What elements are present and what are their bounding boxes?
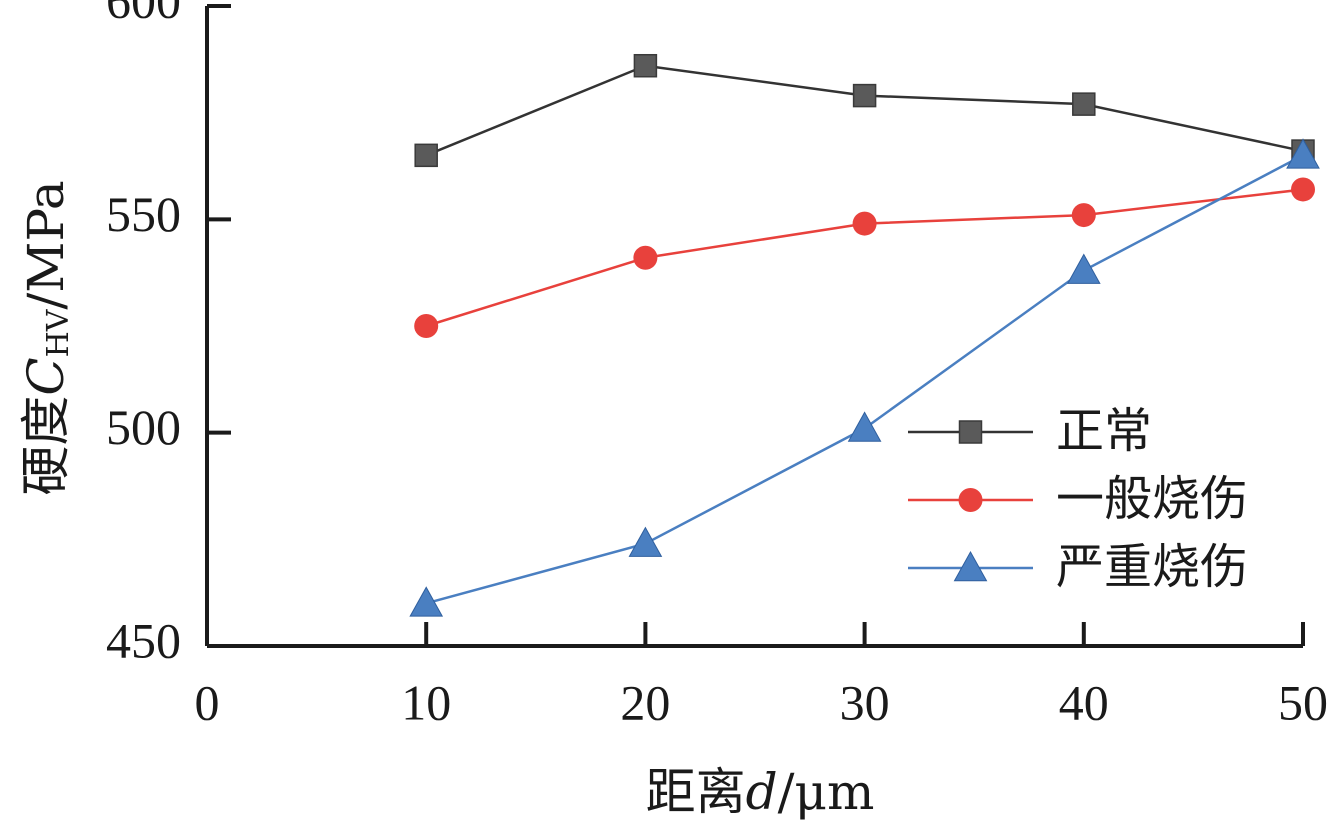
x-ticks: 0 10 20 30 40 50	[195, 622, 1328, 730]
data-point	[1291, 177, 1315, 202]
x-tick-label: 40	[1059, 674, 1109, 730]
x-tick-label: 30	[840, 674, 890, 730]
y-axis-title: 硬度CHV/MPa	[17, 180, 76, 495]
data-point	[414, 143, 438, 168]
y-tick-label: 550	[106, 186, 181, 242]
legend-label: 一般烧伤	[1056, 471, 1248, 527]
x-axis-title-unit: /μm	[778, 763, 875, 821]
y-tick-label: 500	[106, 399, 181, 455]
legend-marker	[953, 550, 988, 582]
x-axis-title-prefix: 距离	[646, 763, 746, 821]
data-point	[852, 83, 877, 108]
data-point	[1286, 138, 1320, 169]
data-point	[633, 53, 658, 78]
legend-item: 严重烧伤	[908, 539, 1248, 595]
legend-marker	[958, 420, 983, 444]
legend-label: 正常	[1056, 403, 1152, 459]
series-1	[414, 177, 1315, 338]
legend-label: 严重烧伤	[1056, 539, 1248, 595]
series-0	[414, 53, 1315, 168]
data-point	[1066, 253, 1101, 284]
legend-marker	[958, 488, 983, 512]
data-point	[847, 411, 882, 442]
data-point	[414, 314, 439, 338]
x-axis-title-var: d	[746, 763, 778, 821]
data-point	[1072, 92, 1096, 116]
y-ticks: 450 500 550 600	[106, 0, 231, 668]
series-line	[425, 188, 1304, 328]
data-point	[633, 245, 658, 270]
x-tick-label: 50	[1278, 674, 1328, 730]
y-tick-label: 600	[106, 0, 181, 28]
x-axis-title: 距离d/μm	[646, 763, 875, 821]
y-tick-label: 450	[106, 612, 181, 668]
y-axis-title-unit: /MPa	[17, 180, 75, 309]
series-2	[409, 138, 1320, 617]
y-axis-title-sub: HV	[41, 308, 76, 357]
series-layer	[409, 53, 1320, 617]
legend-item: 正常	[908, 403, 1152, 459]
x-tick-label: 0	[195, 674, 220, 730]
y-axis-title-var: C	[17, 357, 75, 395]
series-line	[425, 64, 1304, 157]
data-point	[409, 586, 444, 617]
data-point	[852, 211, 877, 236]
data-point	[1071, 203, 1096, 228]
data-point	[628, 526, 663, 557]
x-tick-label: 10	[401, 674, 451, 730]
y-axis-title-prefix: 硬度	[17, 396, 75, 496]
legend-item: 一般烧伤	[908, 471, 1248, 527]
x-tick-label: 20	[620, 674, 670, 730]
